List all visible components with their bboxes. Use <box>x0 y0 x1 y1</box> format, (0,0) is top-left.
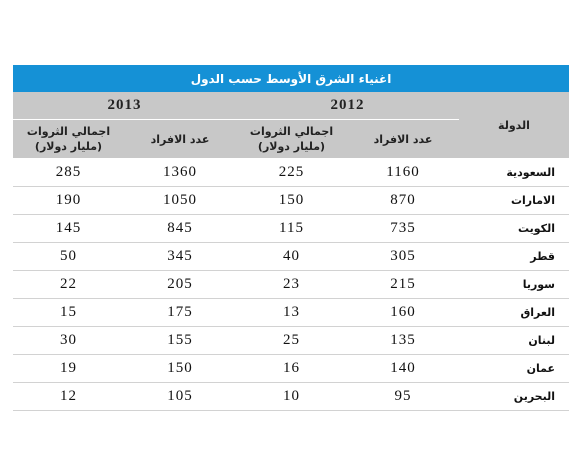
year-2012-header: 2012 <box>236 92 459 120</box>
wealth-2013-cell: 19 <box>13 354 124 383</box>
country-cell: السعودية <box>459 158 569 187</box>
wealth-2013-cell: 15 <box>13 298 124 327</box>
wealth-2013-cell: 22 <box>13 270 124 299</box>
wealth-2012-cell: 13 <box>236 298 347 327</box>
count-2013-header: عدد الافراد <box>124 119 236 159</box>
count-2012-cell: 95 <box>347 382 459 411</box>
table-row: قطر 305 40 345 50 <box>13 242 569 271</box>
country-cell: قطر <box>459 242 569 271</box>
wealth-table: اغنياء الشرق الأوسط حسب الدول الدولة 201… <box>13 65 569 411</box>
count-2013-cell: 105 <box>124 382 236 411</box>
year-2013-header: 2013 <box>13 92 236 120</box>
wealth-2012-cell: 16 <box>236 354 347 383</box>
wealth-header-line2: (مليار دولار) <box>257 140 326 153</box>
country-cell: البحرين <box>459 382 569 411</box>
count-2012-cell: 160 <box>347 298 459 327</box>
wealth-header-line1: اجمالي الثروات <box>26 125 111 138</box>
wealth-2012-header: اجمالي الثروات (مليار دولار) <box>236 119 347 159</box>
wealth-2012-cell: 10 <box>236 382 347 411</box>
count-2013-cell: 845 <box>124 214 236 243</box>
country-cell: لبنان <box>459 326 569 355</box>
table-title: اغنياء الشرق الأوسط حسب الدول <box>13 65 569 92</box>
wealth-2012-cell: 23 <box>236 270 347 299</box>
wealth-2012-cell: 225 <box>236 158 347 187</box>
count-2012-cell: 140 <box>347 354 459 383</box>
wealth-2013-cell: 145 <box>13 214 124 243</box>
country-cell: سوريا <box>459 270 569 299</box>
count-2013-cell: 175 <box>124 298 236 327</box>
count-2012-cell: 870 <box>347 186 459 215</box>
country-cell: الامارات <box>459 186 569 215</box>
count-2013-cell: 150 <box>124 354 236 383</box>
table-row: العراق 160 13 175 15 <box>13 298 569 327</box>
country-column-header: الدولة <box>459 92 569 159</box>
count-2013-cell: 1360 <box>124 158 236 187</box>
count-2013-cell: 1050 <box>124 186 236 215</box>
count-2013-cell: 345 <box>124 242 236 271</box>
count-2013-cell: 205 <box>124 270 236 299</box>
wealth-header-line1: اجمالي الثروات <box>249 125 334 138</box>
wealth-2012-cell: 25 <box>236 326 347 355</box>
wealth-2012-cell: 115 <box>236 214 347 243</box>
count-2012-cell: 135 <box>347 326 459 355</box>
wealth-2013-cell: 30 <box>13 326 124 355</box>
count-2013-cell: 155 <box>124 326 236 355</box>
table-row: البحرين 95 10 105 12 <box>13 382 569 411</box>
country-cell: عمان <box>459 354 569 383</box>
table-row: الكويت 735 115 845 145 <box>13 214 569 243</box>
table-row: لبنان 135 25 155 30 <box>13 326 569 355</box>
wealth-2013-cell: 12 <box>13 382 124 411</box>
count-2012-cell: 1160 <box>347 158 459 187</box>
table-row: الامارات 870 150 1050 190 <box>13 186 569 215</box>
country-cell: الكويت <box>459 214 569 243</box>
count-2012-cell: 215 <box>347 270 459 299</box>
table-row: عمان 140 16 150 19 <box>13 354 569 383</box>
wealth-header-line2: (مليار دولار) <box>34 140 103 153</box>
wealth-2012-cell: 40 <box>236 242 347 271</box>
wealth-2013-header: اجمالي الثروات (مليار دولار) <box>13 119 124 159</box>
count-2012-cell: 305 <box>347 242 459 271</box>
count-2012-header: عدد الافراد <box>347 119 459 159</box>
wealth-2013-cell: 285 <box>13 158 124 187</box>
wealth-2013-cell: 50 <box>13 242 124 271</box>
wealth-2012-cell: 150 <box>236 186 347 215</box>
count-2012-cell: 735 <box>347 214 459 243</box>
country-cell: العراق <box>459 298 569 327</box>
table-row: السعودية 1160 225 1360 285 <box>13 158 569 187</box>
wealth-table-container: اغنياء الشرق الأوسط حسب الدول الدولة 201… <box>13 65 569 411</box>
wealth-2013-cell: 190 <box>13 186 124 215</box>
table-row: سوريا 215 23 205 22 <box>13 270 569 299</box>
